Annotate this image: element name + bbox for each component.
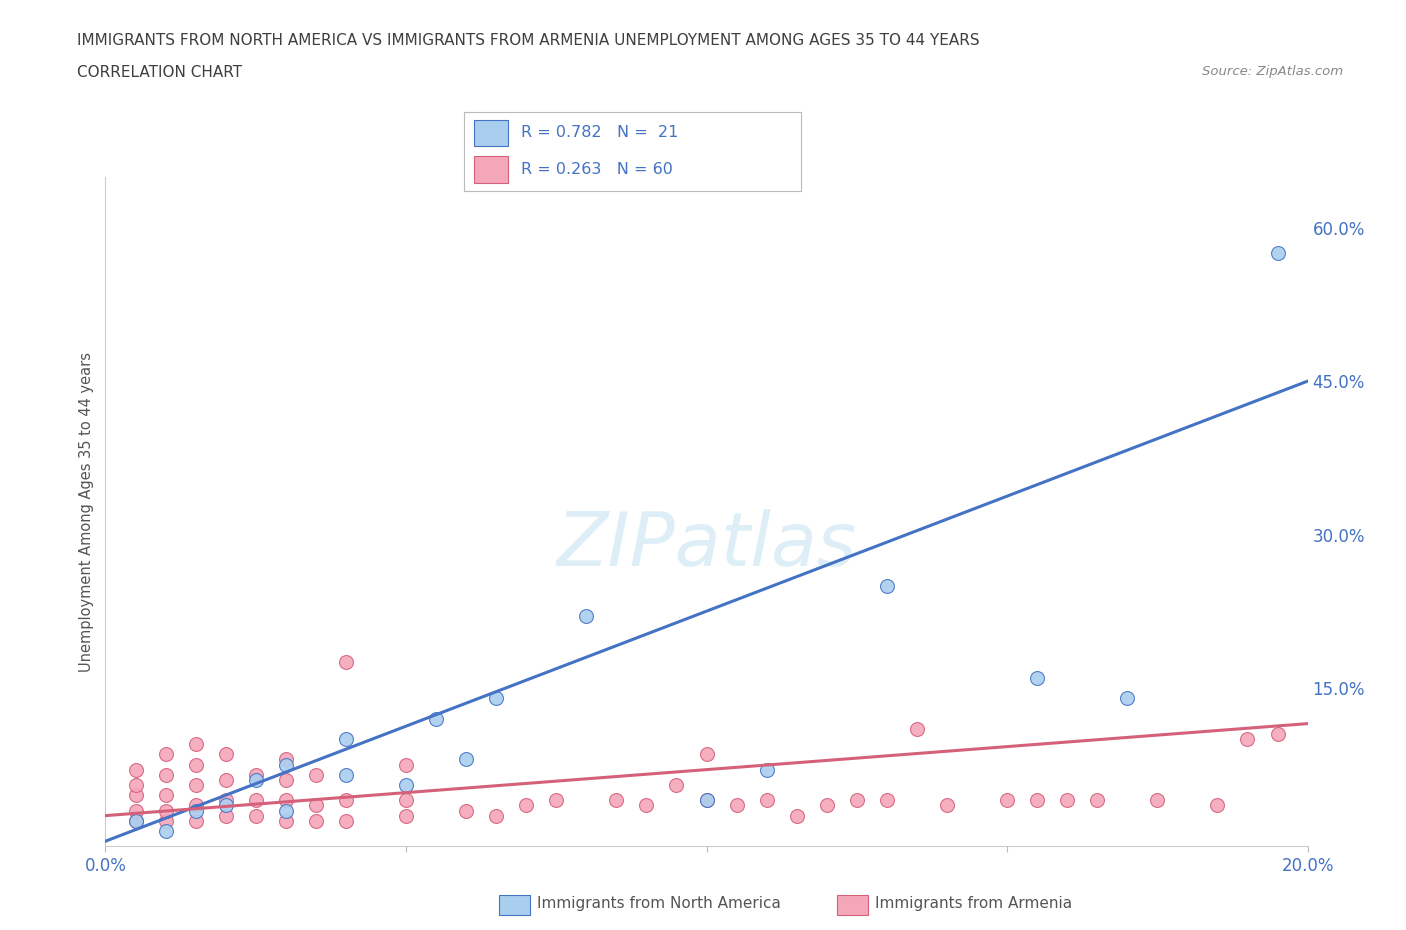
Point bbox=[214, 793, 236, 808]
Point bbox=[1267, 726, 1289, 741]
Point bbox=[245, 767, 267, 782]
Point bbox=[335, 793, 357, 808]
Point bbox=[274, 757, 297, 772]
Point bbox=[274, 773, 297, 788]
Point bbox=[184, 804, 207, 818]
Text: IMMIGRANTS FROM NORTH AMERICA VS IMMIGRANTS FROM ARMENIA UNEMPLOYMENT AMONG AGES: IMMIGRANTS FROM NORTH AMERICA VS IMMIGRA… bbox=[77, 33, 980, 47]
Point bbox=[515, 798, 537, 813]
Y-axis label: Unemployment Among Ages 35 to 44 years: Unemployment Among Ages 35 to 44 years bbox=[79, 352, 94, 671]
Point bbox=[1026, 671, 1049, 685]
Point bbox=[155, 788, 177, 803]
Point bbox=[335, 767, 357, 782]
Point bbox=[124, 788, 146, 803]
Point bbox=[1026, 793, 1049, 808]
Text: Source: ZipAtlas.com: Source: ZipAtlas.com bbox=[1202, 65, 1343, 78]
Point bbox=[485, 691, 508, 706]
Text: Immigrants from North America: Immigrants from North America bbox=[537, 897, 780, 911]
Point bbox=[755, 763, 778, 777]
Point bbox=[876, 578, 898, 593]
Point bbox=[124, 814, 146, 829]
Point bbox=[245, 793, 267, 808]
Point bbox=[155, 747, 177, 762]
Bar bbox=[474, 156, 508, 182]
Point bbox=[546, 793, 568, 808]
Point bbox=[214, 747, 236, 762]
Point bbox=[335, 814, 357, 829]
Point bbox=[214, 773, 236, 788]
Point bbox=[1206, 798, 1229, 813]
Point bbox=[454, 752, 477, 767]
Point bbox=[305, 798, 328, 813]
Text: R = 0.263   N = 60: R = 0.263 N = 60 bbox=[522, 162, 673, 177]
Point bbox=[395, 757, 418, 772]
Point bbox=[876, 793, 898, 808]
Point bbox=[845, 793, 868, 808]
Point bbox=[305, 814, 328, 829]
Point bbox=[395, 808, 418, 823]
Point bbox=[454, 804, 477, 818]
Point bbox=[995, 793, 1018, 808]
Point bbox=[245, 808, 267, 823]
Point bbox=[155, 814, 177, 829]
Text: ZIPatlas: ZIPatlas bbox=[557, 509, 856, 581]
Point bbox=[725, 798, 748, 813]
Point bbox=[274, 814, 297, 829]
Point bbox=[335, 655, 357, 670]
Point bbox=[214, 808, 236, 823]
Point bbox=[1236, 732, 1258, 747]
Point bbox=[1267, 246, 1289, 260]
Point bbox=[305, 767, 328, 782]
Point bbox=[1146, 793, 1168, 808]
Point bbox=[696, 793, 718, 808]
Point bbox=[245, 773, 267, 788]
Point bbox=[1056, 793, 1078, 808]
Point bbox=[335, 732, 357, 747]
Point bbox=[395, 793, 418, 808]
Point bbox=[636, 798, 658, 813]
Bar bbox=[474, 120, 508, 146]
Point bbox=[124, 814, 146, 829]
Point bbox=[274, 793, 297, 808]
Point bbox=[184, 777, 207, 792]
Point bbox=[905, 722, 928, 737]
Point bbox=[155, 824, 177, 839]
Point bbox=[395, 777, 418, 792]
Point bbox=[155, 804, 177, 818]
Point bbox=[124, 763, 146, 777]
Text: CORRELATION CHART: CORRELATION CHART bbox=[77, 65, 242, 80]
Point bbox=[485, 808, 508, 823]
Point bbox=[575, 609, 598, 624]
Point bbox=[274, 752, 297, 767]
Point bbox=[696, 793, 718, 808]
Point bbox=[605, 793, 627, 808]
Point bbox=[425, 711, 447, 726]
Point bbox=[124, 804, 146, 818]
Point bbox=[936, 798, 959, 813]
Point bbox=[755, 793, 778, 808]
Text: R = 0.782   N =  21: R = 0.782 N = 21 bbox=[522, 126, 679, 140]
Point bbox=[665, 777, 688, 792]
Point bbox=[696, 747, 718, 762]
Point bbox=[1085, 793, 1108, 808]
Point bbox=[184, 798, 207, 813]
Point bbox=[184, 814, 207, 829]
Point bbox=[214, 798, 236, 813]
Point bbox=[786, 808, 808, 823]
Point bbox=[1116, 691, 1139, 706]
Point bbox=[155, 767, 177, 782]
Point bbox=[815, 798, 838, 813]
Point bbox=[184, 737, 207, 751]
Point bbox=[184, 757, 207, 772]
Text: Immigrants from Armenia: Immigrants from Armenia bbox=[875, 897, 1071, 911]
Point bbox=[274, 804, 297, 818]
Point bbox=[124, 777, 146, 792]
